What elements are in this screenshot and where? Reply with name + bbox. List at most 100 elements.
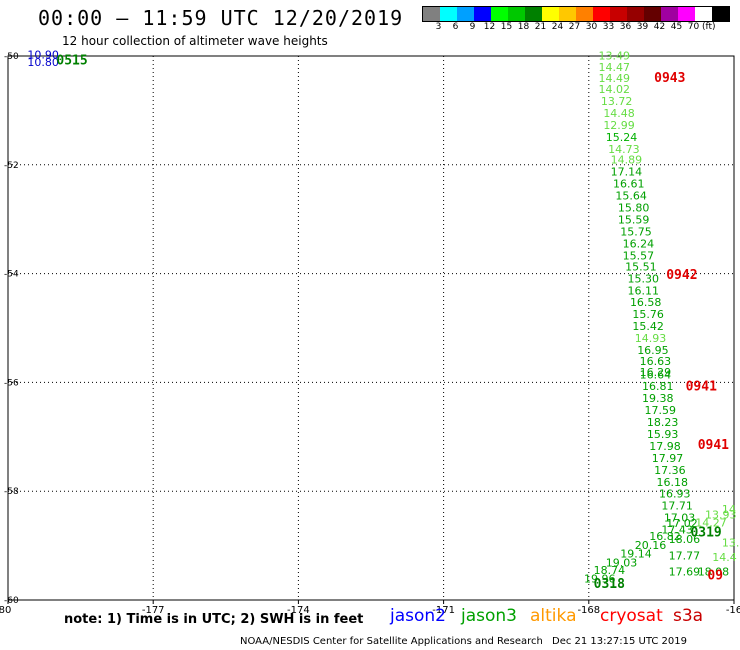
swh-value-label: 15.59	[618, 214, 650, 227]
swh-value-label: 15.30	[628, 272, 660, 285]
legend-label: 18	[517, 22, 530, 32]
swh-value-label: 19.14	[620, 548, 652, 561]
legend-label: 12	[483, 22, 496, 32]
swh-value-label: 14.73	[608, 143, 640, 156]
y-tick-label: -50	[4, 52, 19, 62]
legend-swatch	[423, 7, 440, 21]
swh-value-label: 14.89	[611, 154, 643, 167]
swh-value-label: 16.82	[649, 530, 681, 543]
swh-value-label: 20.16	[635, 539, 667, 552]
legend-label: 30	[585, 22, 598, 32]
swh-value-label: 13.72	[601, 95, 633, 108]
y-tick-label: -56	[4, 378, 19, 388]
swh-value-label: 17.43	[661, 524, 693, 537]
swh-value-label: 16.95	[637, 344, 669, 357]
swh-value-label: 13.93	[705, 508, 737, 521]
x-tick-label: -180	[0, 605, 11, 616]
x-tick-label: -174	[287, 605, 310, 616]
legend-swatch	[695, 7, 712, 21]
legend-swatch	[627, 7, 644, 21]
swh-value-label: 17.59	[644, 404, 676, 417]
x-tick-label: -168	[577, 605, 600, 616]
swh-value-label: 15.76	[632, 308, 664, 321]
legend-swatch	[593, 7, 610, 21]
satellite-jason3: jason3	[461, 606, 517, 626]
swh-value-label: 18.23	[647, 416, 679, 429]
swh-value-label: 12.99	[603, 119, 635, 132]
footer-credit: NOAA/NESDIS Center for Satellite Applica…	[240, 636, 543, 647]
swh-value-label: 18.08	[698, 566, 730, 579]
swh-value-label: 17.03	[664, 512, 696, 525]
color-legend-labels: 3 6 9 12 15 18 21 24 27 30 33 36 39 42 45 70 (ft)	[422, 22, 724, 32]
legend-label: 9	[469, 22, 476, 32]
swh-value-label: 16.58	[630, 296, 662, 309]
legend-swatch	[661, 7, 678, 21]
swh-value-label: 16.11	[628, 284, 660, 297]
y-tick-label: -60	[4, 596, 19, 606]
swh-value-label: 18.06	[669, 533, 701, 546]
swh-value-label: 16.24	[623, 237, 655, 250]
legend-swatch	[508, 7, 525, 21]
swh-value-label: 19.38	[642, 392, 674, 405]
satellite-jason2: jason2	[390, 606, 446, 626]
swh-value-label: 19.03	[606, 556, 638, 569]
pass-time-label: 0943	[654, 71, 685, 86]
swh-value-label: 14.48	[603, 107, 635, 120]
y-tick-label: -54	[4, 270, 19, 280]
legend-label: 36	[619, 22, 632, 32]
swh-value-label: 16.63	[640, 355, 672, 368]
y-tick-label: -58	[4, 487, 19, 497]
pass-time-label: 0942	[666, 268, 697, 283]
swh-value-label: 14.49	[598, 72, 630, 85]
legend-label: 3	[435, 22, 442, 32]
legend-label: 15	[500, 22, 513, 32]
satellite-altika: altika	[530, 606, 577, 626]
swh-value-label: 19.96	[584, 573, 616, 586]
swh-value-label: 14	[722, 503, 736, 516]
swh-value-label: 13.49	[598, 49, 630, 62]
legend-swatch	[610, 7, 627, 21]
swh-value-label: 10.80	[27, 56, 59, 69]
swh-value-label: 14.27	[695, 517, 727, 530]
legend-swatch	[644, 7, 661, 21]
swh-value-label: 15.75	[620, 226, 652, 239]
legend-label: 45	[670, 22, 683, 32]
legend-swatch	[542, 7, 559, 21]
x-tick-label: -171	[432, 605, 455, 616]
legend-label: 6	[452, 22, 459, 32]
swh-value-label: 15.80	[618, 202, 650, 215]
swh-value-label: 15.57	[623, 249, 655, 262]
swh-value-label: 17.36	[654, 464, 686, 477]
swh-value-label: 17.71	[661, 500, 693, 513]
swh-value-label: 16.61	[613, 178, 645, 191]
swh-value-label: 17.02	[666, 517, 698, 530]
swh-value-label: 16.29	[640, 366, 672, 379]
swh-value-label: 15.42	[632, 320, 664, 333]
pass-time-label: 0941	[686, 380, 717, 395]
swh-value-label: 13.	[722, 537, 740, 550]
plot-frame	[7, 55, 735, 601]
legend-label: 70	[687, 22, 700, 32]
note-text: note: 1) Time is in UTC; 2) SWH is in fe…	[64, 612, 364, 627]
footer-timestamp: Dec 21 13:27:15 UTC 2019	[552, 636, 687, 647]
legend-label: (ft)	[702, 22, 716, 32]
swh-value-label: 16.18	[657, 476, 689, 489]
swh-value-label: 15.51	[625, 260, 657, 273]
page-title: 00:00 – 11:59 UTC 12/20/2019	[38, 6, 404, 30]
pass-time-label: 09	[707, 568, 723, 583]
legend-label: 42	[653, 22, 666, 32]
legend-swatch	[440, 7, 457, 21]
pass-time-label: 0941	[698, 438, 729, 453]
swh-value-label: 16.81	[642, 380, 674, 393]
swh-value-label: 14.93	[635, 332, 667, 345]
swh-value-label: 17.98	[649, 440, 681, 453]
swh-value-label: 17.77	[669, 550, 701, 563]
swh-value-label: 14.02	[598, 83, 630, 96]
legend-label: 39	[636, 22, 649, 32]
legend-swatch	[491, 7, 508, 21]
legend-swatch	[576, 7, 593, 21]
swh-value-label: 17.14	[611, 166, 643, 179]
swh-value-label: 18.74	[594, 564, 626, 577]
swh-value-label: 15.64	[615, 190, 647, 203]
